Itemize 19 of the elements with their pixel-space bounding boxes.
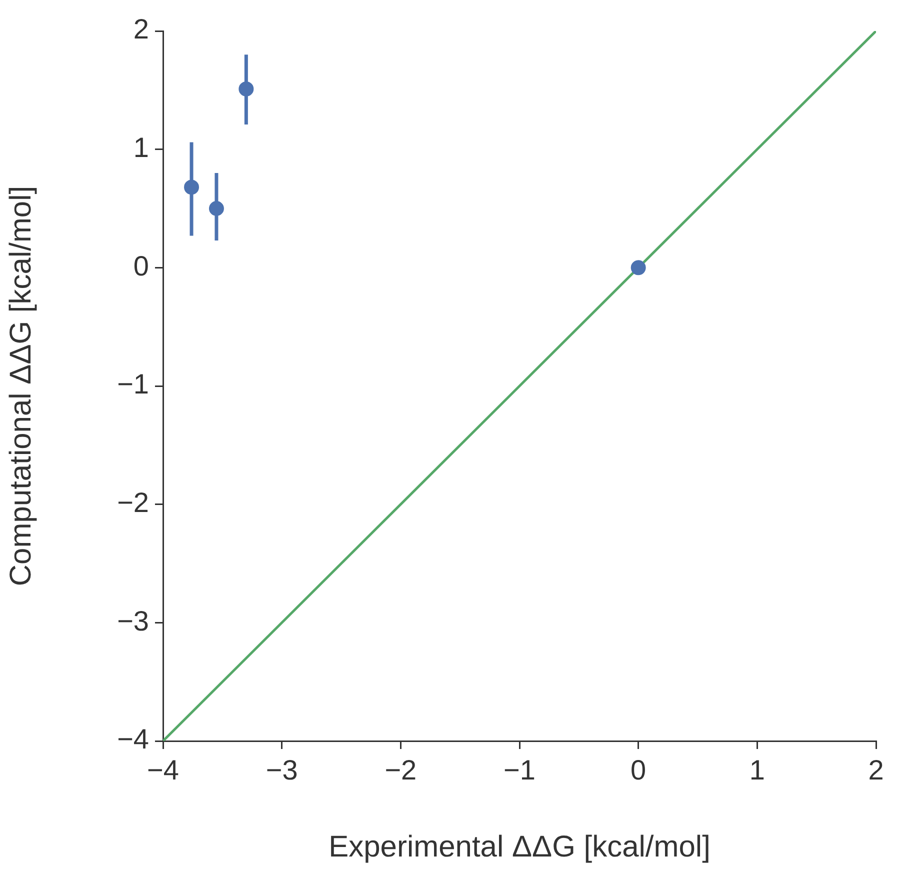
point <box>238 81 254 96</box>
x-tick-label: 1 <box>749 754 765 786</box>
y-tick-label: −2 <box>117 487 149 518</box>
y-tick-label: 0 <box>133 250 149 282</box>
point <box>630 260 646 276</box>
y-tick-label: −3 <box>117 605 149 636</box>
x-tick-label: −1 <box>504 754 536 786</box>
x-tick-label: −2 <box>384 754 417 786</box>
y-tick-label: 1 <box>133 132 149 164</box>
x-tick-label: 0 <box>630 754 646 786</box>
x-tick-label: 2 <box>868 754 884 786</box>
y-tick-label: 2 <box>133 14 149 45</box>
point <box>184 180 200 195</box>
point <box>208 201 224 216</box>
y-tick-label: −1 <box>117 368 149 400</box>
y-tick-label: −4 <box>117 724 149 755</box>
y-axis-title: Computational ΔΔG [kcal/mol] <box>4 186 38 586</box>
x-axis-title: Experimental ΔΔG [kcal/mol] <box>328 830 710 864</box>
x-tick-label: −3 <box>266 754 298 786</box>
